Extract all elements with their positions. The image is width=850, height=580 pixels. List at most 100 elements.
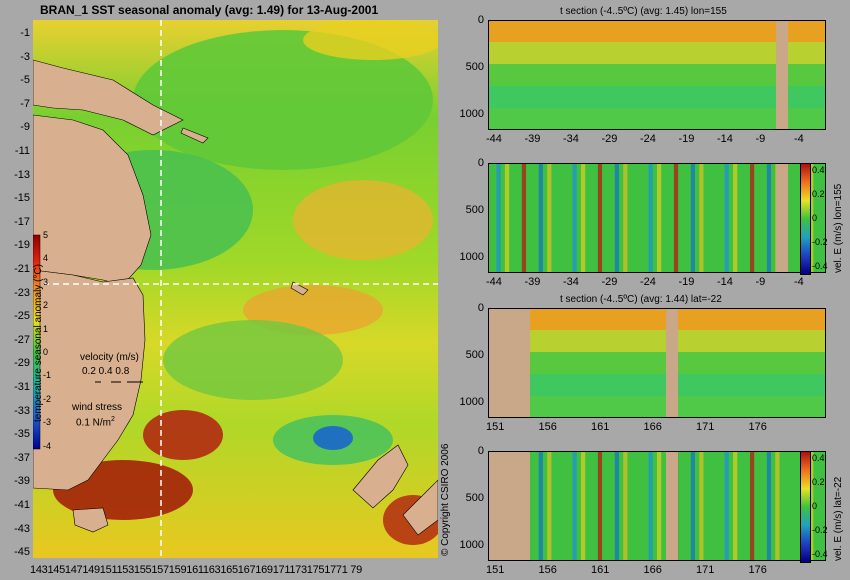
velocity-stripe: [673, 163, 679, 273]
velocity-stripe: [792, 451, 797, 561]
velocity-stripe: [572, 451, 577, 561]
section-x-label: -44: [486, 133, 502, 145]
wind-stress-value: 0.1 N/m2: [76, 416, 115, 429]
velocity-stripe: [623, 163, 628, 273]
depth-label: 500: [465, 492, 484, 504]
depth-label: 1000: [459, 251, 484, 263]
colorbar-tick: -2: [43, 393, 52, 404]
velocity-section: [488, 163, 826, 273]
latitude-label: -13: [14, 168, 30, 181]
latitude-label: -37: [14, 451, 30, 464]
velocity-stripe: [648, 163, 653, 273]
nz-north-land: [352, 444, 409, 509]
latitude-label: -1: [20, 27, 30, 39]
longitude-axis: 1431451471491511531551571591611631651671…: [30, 564, 362, 576]
velocity-stripe: [733, 451, 738, 561]
velocity-colorbar-tick: -0.4: [812, 261, 828, 271]
velocity-stripe: [580, 163, 586, 273]
section-x-label: 166: [643, 421, 662, 433]
latitude-label: -11: [14, 145, 30, 157]
velocity-stripe: [589, 451, 594, 561]
section-title: t section (-4..5ºC) (avg: 1.45) lon=155: [560, 6, 727, 17]
velocity-stripe: [530, 451, 535, 561]
section-x-label: 176: [748, 421, 767, 433]
section-x-label: 166: [643, 564, 662, 576]
depth-label: 1000: [459, 108, 484, 120]
velocity-stripe: [775, 451, 780, 561]
velocity-colorbar-tick: -0.4: [812, 549, 828, 559]
velocity-stripe: [741, 451, 746, 561]
colorbar-tick: 2: [43, 300, 49, 311]
section-x-label: -9: [755, 276, 766, 288]
velocity-colorbar-label: vel. E (m/s) lat=-22: [833, 476, 844, 561]
section-x-label: -4: [794, 133, 804, 145]
land-mask: [776, 20, 788, 130]
velocity-stripe: [555, 451, 560, 561]
velocity-stripe: [564, 451, 569, 561]
velocity-stripe: [699, 451, 704, 561]
velocity-stripe: [631, 163, 636, 273]
velocity-stripe: [741, 163, 746, 273]
velocity-colorbar-tick: -0.2: [812, 237, 828, 247]
velocity-stripe: [597, 163, 603, 273]
velocity-colorbar-tick: -0.2: [812, 525, 828, 535]
section-x-label: -34: [563, 276, 579, 288]
section-x-label: 151: [486, 421, 505, 433]
nz-south-land: [402, 479, 438, 536]
velocity-stripe: [606, 163, 611, 273]
latitude-label: -29: [14, 357, 30, 370]
velocity-stripe: [809, 451, 814, 561]
velocity-colorbar-label: vel. E (m/s) lon=155: [833, 183, 844, 273]
velocity-stripe: [606, 451, 611, 561]
depth-label: 1000: [459, 539, 484, 551]
colorbar-tick: 4: [43, 253, 49, 264]
velocity-stripe: [564, 163, 569, 273]
velocity-stripe: [538, 163, 543, 273]
section-x-label: -19: [678, 133, 695, 145]
australia-land-south: [33, 269, 146, 491]
section-x-label: 156: [538, 564, 557, 576]
velocity-stripe: [716, 451, 721, 561]
velocity-stripe: [733, 163, 738, 273]
velocity-stripe: [682, 163, 687, 273]
latitude-label: -3: [20, 50, 30, 63]
wind-stress-label: wind stress: [72, 402, 123, 413]
section-x-label: 161: [591, 564, 610, 576]
latitude-label: -15: [14, 192, 30, 205]
section-band: [488, 374, 826, 397]
velocity-colorbar-tick: 0: [812, 213, 818, 223]
latitude-label: -27: [14, 333, 30, 346]
section-x-label: -29: [601, 133, 618, 145]
latitude-label: -33: [14, 404, 30, 417]
section-x-label: 176: [748, 564, 767, 576]
section-title: t section (-4..5ºC) (avg: 1.44) lat=-22: [560, 294, 722, 305]
velocity-stripe: [690, 451, 696, 561]
latitude-label: -21: [14, 263, 30, 275]
section-x-label: -14: [717, 133, 733, 145]
section-frame: [488, 163, 826, 273]
latitude-label: -23: [14, 286, 30, 299]
temperature-section: [488, 20, 826, 130]
section-band: [488, 86, 826, 109]
velocity-stripe: [682, 451, 687, 561]
land-mask: [666, 308, 678, 418]
tasmania-land: [72, 507, 109, 533]
velocity-stripe: [496, 163, 501, 273]
colorbar-tick: 1: [43, 323, 49, 334]
land-mask: [776, 163, 788, 273]
solomon-land: [180, 127, 209, 144]
velocity-values: 0.2 0.4 0.8: [82, 366, 130, 377]
section-band: [488, 20, 826, 43]
velocity-stripe: [589, 163, 594, 273]
velocity-stripe: [724, 451, 729, 561]
velocity-stripe: [521, 163, 527, 273]
section-x-label: -19: [678, 276, 695, 288]
latitude-label: -7: [20, 97, 30, 110]
latitude-label: -41: [14, 499, 30, 511]
land-mask: [666, 451, 678, 561]
section-x-label: 171: [696, 421, 715, 433]
section-x-label: 161: [591, 421, 610, 433]
section-x-label: -34: [563, 133, 579, 145]
velocity-stripe: [538, 451, 543, 561]
depth-label: 500: [465, 204, 484, 216]
